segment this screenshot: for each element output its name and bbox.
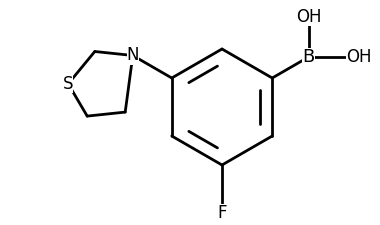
Text: S: S bbox=[63, 75, 73, 93]
Text: B: B bbox=[302, 48, 315, 66]
Text: N: N bbox=[127, 47, 139, 65]
Text: OH: OH bbox=[346, 48, 371, 66]
Text: OH: OH bbox=[296, 8, 321, 26]
Text: F: F bbox=[217, 204, 227, 222]
